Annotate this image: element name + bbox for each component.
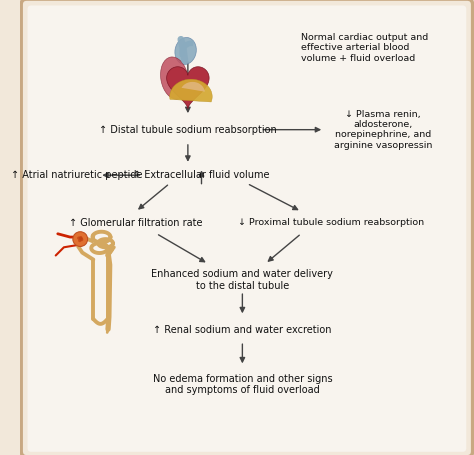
Circle shape	[78, 239, 82, 242]
Text: ↑ Extracellular fluid volume: ↑ Extracellular fluid volume	[133, 170, 270, 180]
Text: ↓ Plasma renin,
aldosterone,
norepinephrine, and
arginine vasopressin: ↓ Plasma renin, aldosterone, norepinephr…	[334, 110, 432, 150]
Text: Normal cardiac output and
effective arterial blood
volume + fluid overload: Normal cardiac output and effective arte…	[301, 33, 428, 63]
Text: ↑ Distal tubule sodium reabsorption: ↑ Distal tubule sodium reabsorption	[99, 125, 277, 135]
Text: ↑ Glomerular filtration rate: ↑ Glomerular filtration rate	[69, 218, 202, 228]
Polygon shape	[167, 67, 209, 109]
Circle shape	[77, 237, 81, 240]
Ellipse shape	[175, 37, 196, 65]
Circle shape	[73, 232, 88, 247]
Text: No edema formation and other signs
and symptoms of fluid overload: No edema formation and other signs and s…	[153, 374, 332, 395]
Text: Enhanced sodium and water delivery
to the distal tubule: Enhanced sodium and water delivery to th…	[151, 269, 333, 291]
Ellipse shape	[161, 57, 188, 99]
Circle shape	[79, 236, 82, 239]
Text: ↑ Atrial natriuretic peptide: ↑ Atrial natriuretic peptide	[11, 170, 142, 180]
FancyBboxPatch shape	[21, 0, 473, 455]
Circle shape	[80, 237, 83, 240]
Polygon shape	[170, 79, 212, 102]
Polygon shape	[182, 82, 205, 91]
Text: ↓ Proximal tubule sodium reabsorption: ↓ Proximal tubule sodium reabsorption	[238, 218, 424, 228]
FancyBboxPatch shape	[27, 5, 466, 452]
Text: ↑ Renal sodium and water excretion: ↑ Renal sodium and water excretion	[153, 325, 332, 335]
Circle shape	[80, 238, 83, 241]
